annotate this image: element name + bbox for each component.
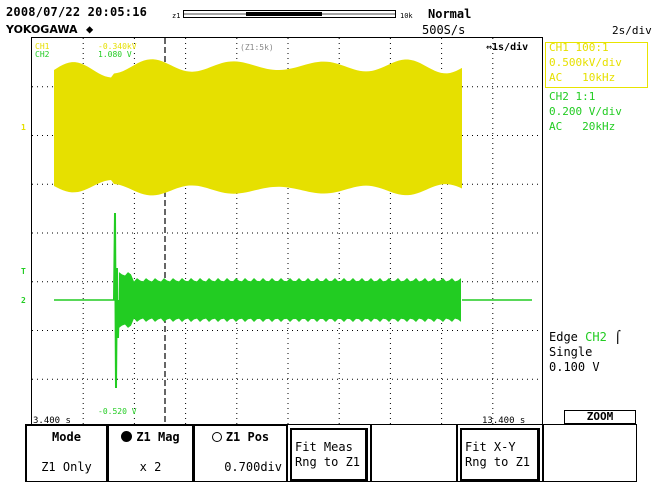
waveform-display: CH1 CH2 -0.340kV 1.080 V (Z1:5k) ⇔1s/div… [31, 37, 544, 428]
trigger-single: Single [549, 345, 593, 359]
timebase: 2s/div [612, 24, 652, 37]
waveform-canvas [32, 38, 544, 428]
ch2-spike [113, 212, 120, 389]
fit-xy-line1: Fit X-Y [465, 440, 516, 454]
mode-value: Z1 Only [41, 460, 92, 474]
rising-edge-icon: ⌠ [614, 330, 622, 344]
softkey-menu: Mode Z1 Only Z1 Mag x 2 Z1 Pos 0.700div … [25, 424, 637, 484]
ch1-probe: CH1 100:1 [549, 41, 609, 54]
zoom-menu-title: ZOOM [564, 410, 636, 424]
fit-meas-softkey[interactable]: Fit Meas Rng to Z1 [287, 424, 371, 482]
z1-mag-softkey[interactable]: Z1 Mag x 2 [107, 424, 193, 482]
ch2-probe: CH2 1:1 [549, 90, 596, 103]
z1-mag-value: x 2 [139, 460, 162, 474]
z1-pos-title: Z1 Pos [225, 430, 270, 444]
z1-pos-value: 0.700div [224, 460, 282, 474]
trigger-level: 0.100 V [549, 360, 600, 374]
ch2-waveform [119, 272, 461, 328]
zoom-extra-softkey[interactable] [543, 424, 637, 482]
trigger-type: Edge [549, 330, 578, 344]
fit-meas-button[interactable]: Fit Meas Rng to Z1 [290, 428, 368, 482]
sample-rate: 500S/s [422, 23, 466, 37]
ch1-info-box [545, 42, 648, 88]
zoom-bar-left-label: z1 [172, 12, 181, 20]
z1-pos-softkey[interactable]: Z1 Pos 0.700div [193, 424, 287, 482]
fit-meas-line1: Fit Meas [295, 440, 353, 454]
mode-softkey[interactable]: Mode Z1 Only [25, 424, 107, 482]
ch2-coupling: AC 20kHz [549, 120, 616, 133]
zoom-marker: (Z1:5k) [240, 43, 274, 52]
fit-xy-softkey[interactable]: Fit X-Y Rng to Z1 [457, 424, 543, 482]
ch1-offset: -0.340kV [98, 42, 137, 51]
fit-meas-line2: Rng to Z1 [295, 455, 361, 469]
z1-mag-title: Z1 Mag [136, 430, 180, 444]
trigger-info: Edge CH2 ⌠ Single 0.100 V [549, 330, 621, 375]
start-time: 3.400 s [33, 416, 71, 426]
zoom-bar-right-label: 10k [400, 12, 413, 20]
ch1-coupling: AC 10kHz [549, 71, 616, 84]
ch2-min-value: -0.520 V [98, 407, 137, 416]
ch1-screen-label: CH1 [35, 42, 50, 51]
brand-logo: YOKOGAWA [6, 23, 78, 36]
jog-dial-icon [211, 432, 222, 442]
ch1-level-marker: 1 [21, 123, 26, 132]
ch2-screen-label: CH2 [35, 50, 50, 59]
end-time: 13.400 s [482, 416, 526, 426]
diamond-icon: ◆ [86, 22, 94, 36]
ch2-vdiv: 0.200 V/div [549, 105, 622, 118]
ch1-vdiv: 0.500kV/div [549, 56, 622, 69]
jog-selected-icon [121, 431, 133, 442]
mode-title: Mode [52, 430, 81, 444]
fit-xy-button[interactable]: Fit X-Y Rng to Z1 [460, 428, 540, 482]
zoom-window-indicator [246, 12, 322, 16]
ch2-level-marker: 2 [21, 296, 26, 305]
ch1-waveform [54, 59, 462, 196]
trigger-source: CH2 [585, 330, 607, 344]
trigger-mode: Normal [428, 7, 472, 21]
zoom-timebase: ⇔1s/div [486, 42, 529, 53]
fit-xy-line2: Rng to Z1 [465, 455, 531, 469]
zoom-position-bar [183, 10, 396, 18]
ch2-offset: 1.080 V [98, 50, 132, 59]
datetime: 2008/07/22 20:05:16 [6, 5, 148, 19]
trigger-level-marker: T [21, 267, 26, 276]
empty-softkey[interactable] [371, 424, 457, 482]
